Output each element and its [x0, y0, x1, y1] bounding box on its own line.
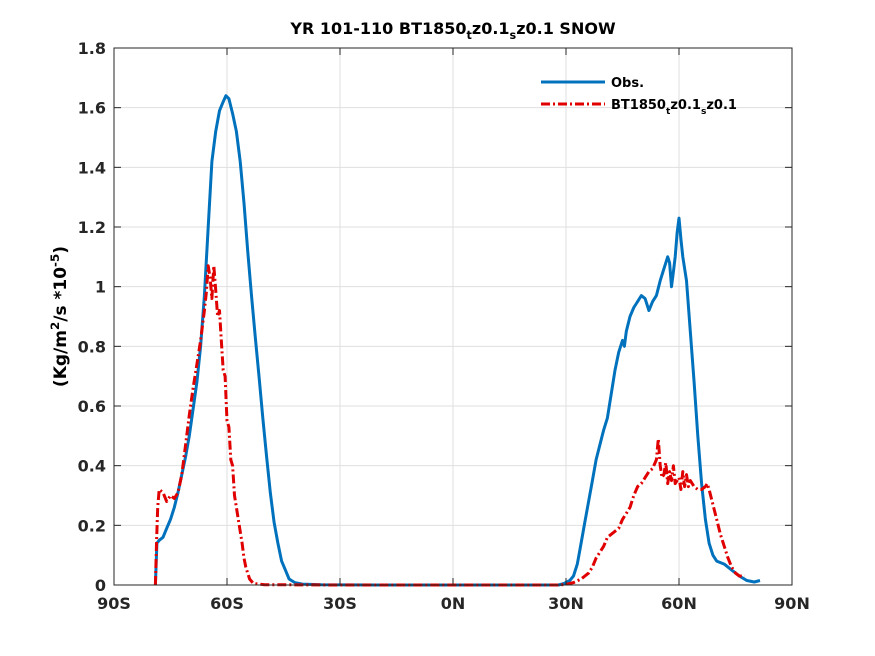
y-tick-label: 1.4: [78, 158, 106, 177]
y-axis-label-text: (Kg/m2/s *10-5): [48, 246, 71, 387]
x-tick-label: 60S: [210, 594, 244, 613]
legend-label-1-part: Obs.: [611, 76, 644, 91]
y-axis-ticks: 0 0.2 0.4 0.6 0.8 1 1.2 1.4 1.6 1.8: [78, 39, 792, 595]
y-tick-label: 1.8: [78, 39, 106, 58]
y-tick-label: 0.8: [78, 337, 106, 356]
legend-label-2-part: t: [666, 107, 671, 117]
legend: Obs.BT1850tz0.1sz0.1: [541, 76, 737, 117]
x-tick-label: 60N: [661, 594, 697, 613]
x-tick-label: 30N: [548, 594, 584, 613]
x-tick-label: 30S: [323, 594, 357, 613]
y-tick-label: 1: [95, 278, 106, 297]
legend-label-2-part: s: [701, 107, 706, 117]
x-tick-label: 0N: [441, 594, 466, 613]
y-tick-label: 0.2: [78, 516, 106, 535]
y-tick-label: 1.2: [78, 218, 106, 237]
series-lines: [153, 94, 761, 587]
x-tick-label: 90N: [774, 594, 810, 613]
chart-title-text-part: z0.1: [472, 19, 510, 38]
chart-title: YR 101-110 BT1850tz0.1sz0.1 SNOW: [289, 19, 616, 42]
y-tick-label: 1.6: [78, 99, 106, 118]
legend-label-2: BT1850tz0.1sz0.1: [611, 98, 737, 117]
y-axis-label-text-part: -5: [48, 254, 62, 267]
legend-label-1: Obs.: [611, 76, 644, 91]
series-line-2: [153, 264, 745, 587]
y-axis-label-text-part: ): [51, 246, 71, 254]
chart-title-text-part: t: [467, 29, 473, 42]
legend-label-2-part: z0.1: [670, 98, 701, 113]
legend-label-2-part: BT1850: [611, 98, 666, 113]
chart-title-text-part: s: [510, 29, 517, 42]
y-axis-label-text-part: /s *10: [51, 267, 71, 322]
chart-title-text-part: z0.1 SNOW: [516, 19, 616, 38]
chart-title-text-part: YR 101-110 BT1850: [289, 19, 466, 38]
chart-title-text: YR 101-110 BT1850tz0.1sz0.1 SNOW: [289, 19, 616, 42]
y-axis-label-text-part: 2: [48, 322, 62, 330]
y-tick-label: 0: [95, 576, 106, 595]
series-line-1: [153, 94, 761, 587]
x-tick-label: 90S: [97, 594, 131, 613]
y-tick-label: 0.6: [78, 397, 106, 416]
legend-label-2-part: z0.1: [706, 98, 737, 113]
y-axis-label: (Kg/m2/s *10-5): [48, 246, 71, 387]
y-axis-label-text-part: (Kg/m: [51, 330, 71, 387]
y-tick-label: 0.4: [78, 457, 106, 476]
x-axis-ticks: 90S 60S 30S 0N 30N 60N 90N: [97, 48, 810, 613]
